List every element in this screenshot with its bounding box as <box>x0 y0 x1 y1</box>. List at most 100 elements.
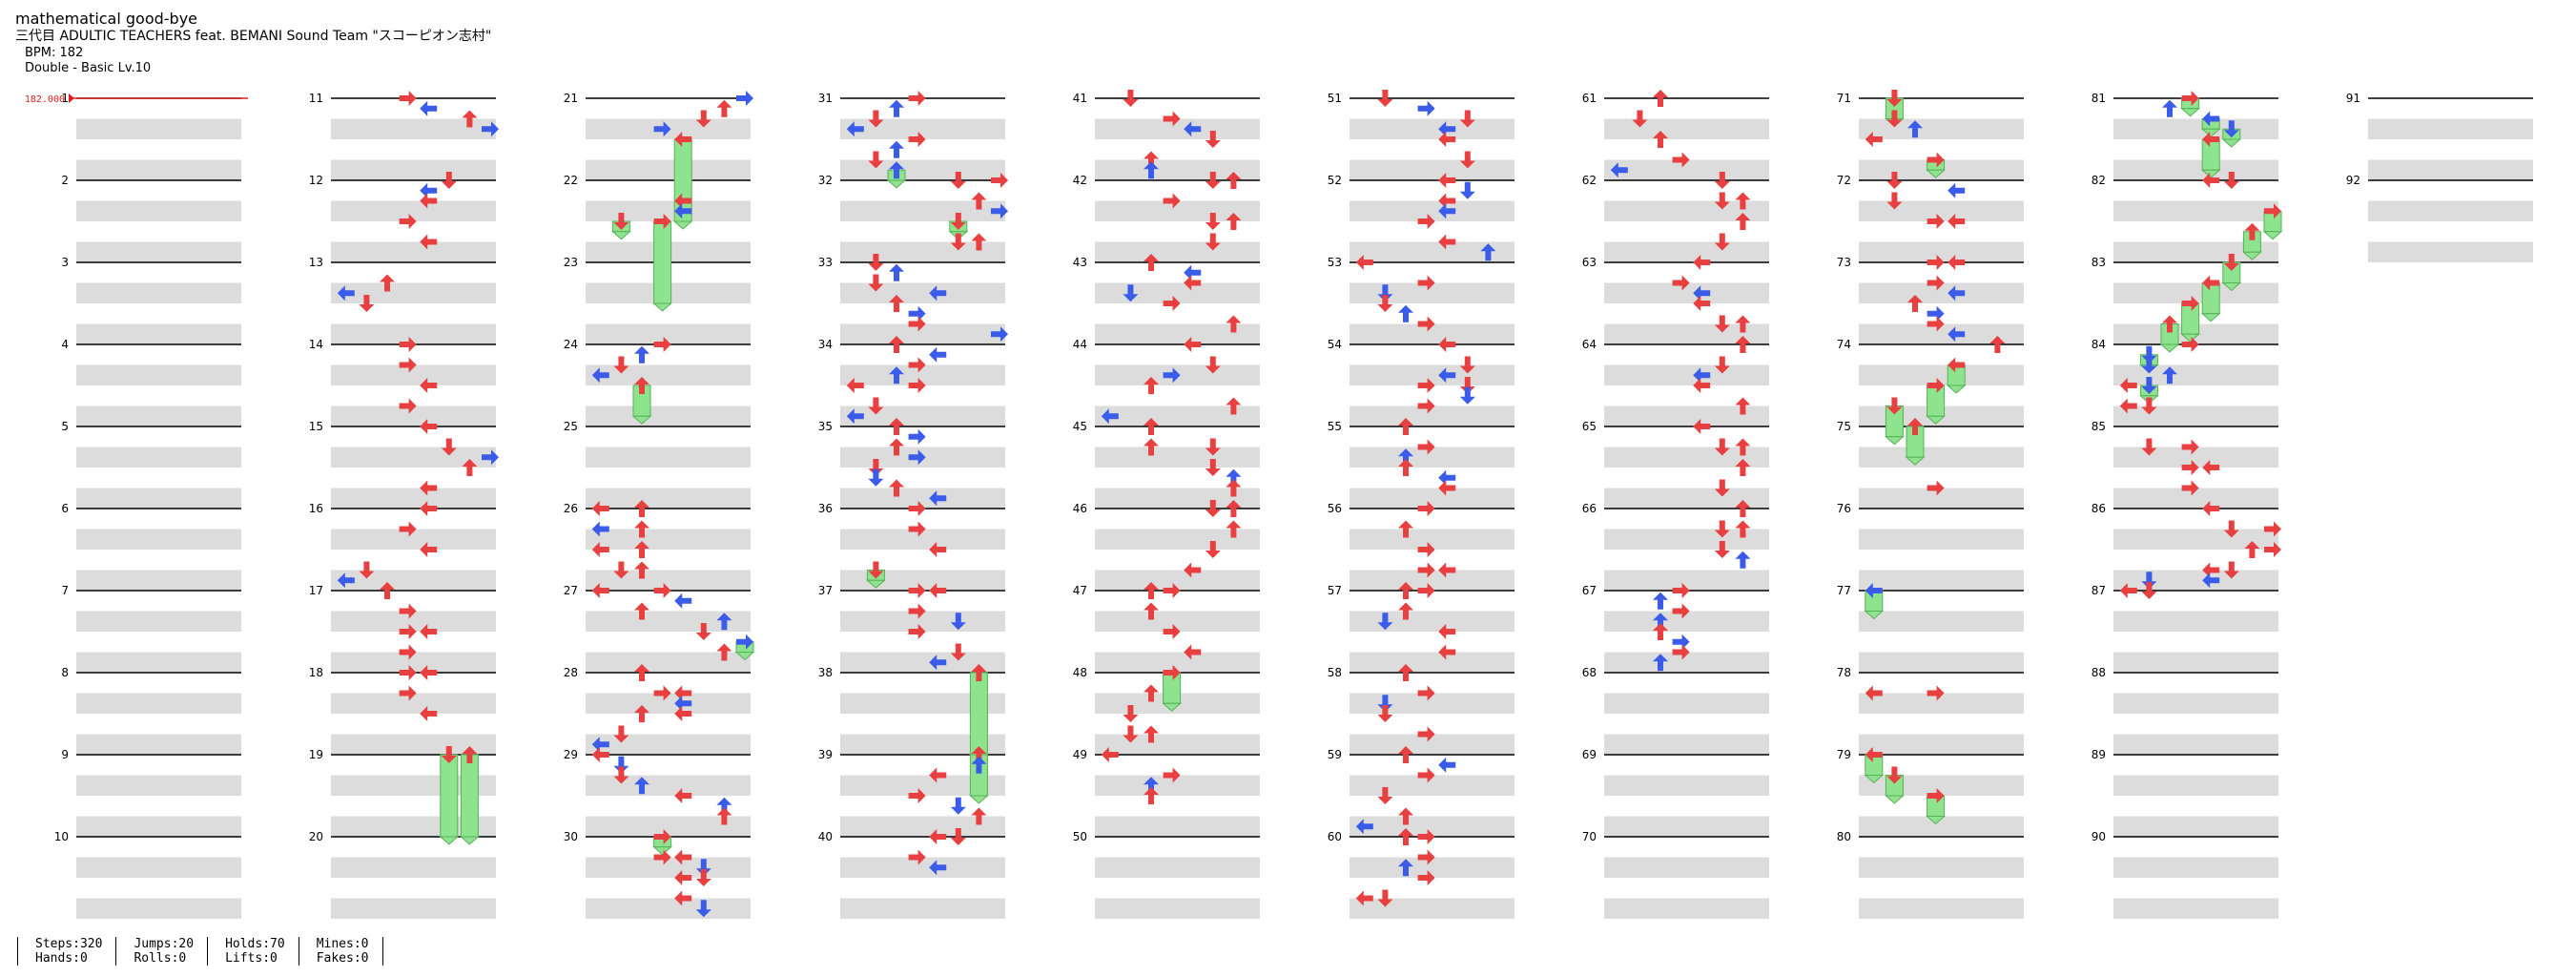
beat-shade <box>2113 611 2278 632</box>
arrow-note-icon <box>420 501 438 516</box>
beat-shade <box>840 857 1005 878</box>
arrow-note-icon <box>1398 448 1413 467</box>
arrow-note-icon <box>2181 296 2199 311</box>
beat-shade <box>586 200 751 221</box>
beat-shade <box>76 857 241 878</box>
arrow-note-icon <box>1355 255 1373 270</box>
beat-shade <box>331 159 496 180</box>
measure-number: 77 <box>1837 584 1851 597</box>
measure-number: 69 <box>1582 748 1597 761</box>
arrow-note-icon <box>1438 337 1456 352</box>
arrow-note-icon <box>2141 438 2157 456</box>
arrow-note-icon <box>674 706 692 721</box>
beat-shade <box>331 529 496 550</box>
arrow-note-icon <box>399 665 417 680</box>
arrow-note-icon <box>2181 91 2199 106</box>
arrow-note-icon <box>1398 807 1413 825</box>
arrow-note-icon <box>1163 193 1181 209</box>
arrow-note-icon <box>1610 162 1628 178</box>
beat-shade <box>840 200 1005 221</box>
arrow-note-icon <box>991 173 1008 188</box>
arrow-note-icon <box>1417 275 1435 291</box>
arrow-note-icon <box>1417 767 1435 783</box>
measure-number: 60 <box>1328 830 1342 843</box>
arrow-note-icon <box>736 634 753 650</box>
beat-shade <box>840 405 1005 426</box>
arrow-note-icon <box>1907 295 1923 312</box>
beat-shade <box>331 652 496 673</box>
beat-shade <box>840 775 1005 796</box>
arrow-note-icon <box>634 777 649 795</box>
arrow-note-icon <box>929 490 947 507</box>
arrow-note-icon <box>613 213 629 230</box>
arrow-note-icon <box>1735 315 1751 333</box>
measure-number: 62 <box>1582 174 1597 187</box>
measure-number: 59 <box>1328 748 1342 761</box>
arrow-note-icon <box>1417 316 1435 332</box>
measure-number: 5 <box>61 420 69 433</box>
beat-shade <box>1095 611 1260 632</box>
arrow-note-icon <box>2141 377 2157 394</box>
arrow-note-icon <box>1693 378 1711 393</box>
arrow-note-icon <box>2223 172 2239 189</box>
arrow-note-icon <box>908 357 926 373</box>
beat-shade <box>840 693 1005 714</box>
beat-shade <box>1859 488 2024 509</box>
arrow-note-icon <box>1377 787 1393 804</box>
arrow-note-icon <box>889 336 904 353</box>
arrow-note-icon <box>908 603 926 619</box>
measure-number: 58 <box>1328 666 1342 679</box>
beat-shade <box>2368 200 2533 221</box>
beat-shade <box>1859 323 2024 344</box>
beat-shade <box>840 570 1005 591</box>
arrow-note-icon <box>1459 386 1475 405</box>
arrow-note-icon <box>634 377 649 394</box>
beat-shade <box>76 734 241 755</box>
arrow-note-icon <box>2223 561 2239 579</box>
hold-tail <box>2262 231 2283 240</box>
measure-number: 37 <box>818 584 833 597</box>
arrow-note-icon <box>908 378 926 393</box>
beat-shade <box>76 364 241 385</box>
beat-shade <box>586 488 751 509</box>
measure-number: 68 <box>1582 666 1597 679</box>
arrow-note-icon <box>1865 132 1883 147</box>
beat-shade <box>1604 282 1769 303</box>
arrow-note-icon <box>1693 255 1711 270</box>
arrow-note-icon <box>441 438 457 456</box>
arrow-note-icon <box>1735 500 1751 517</box>
beat-shade <box>586 570 751 591</box>
arrow-note-icon <box>441 746 457 763</box>
arrow-note-icon <box>1398 418 1413 435</box>
measure-number: 55 <box>1328 420 1342 433</box>
arrow-note-icon <box>1459 151 1475 169</box>
rolls-count: Rolls:0 <box>134 951 187 966</box>
beat-shade <box>1095 857 1260 878</box>
arrow-note-icon <box>1377 613 1393 631</box>
beat-shade <box>76 652 241 673</box>
arrow-note-icon <box>420 378 438 393</box>
beat-shade <box>1095 488 1260 509</box>
measure-number: 56 <box>1328 502 1342 515</box>
beat-shade <box>586 405 751 426</box>
arrow-note-icon <box>889 99 904 117</box>
arrow-note-icon <box>1927 480 1945 496</box>
beat-shade <box>586 323 751 344</box>
arrow-note-icon <box>337 572 355 589</box>
beat-shade <box>2113 241 2278 262</box>
arrow-note-icon <box>868 459 884 476</box>
arrow-note-icon <box>2202 275 2220 291</box>
song-header: mathematical good-bye 三代目 ADULTIC TEACHE… <box>15 10 491 76</box>
arrow-note-icon <box>889 161 904 179</box>
arrow-note-icon <box>1438 121 1456 137</box>
arrow-note-icon <box>1907 418 1923 435</box>
arrow-note-icon <box>1226 479 1242 497</box>
arrow-note-icon <box>399 644 417 660</box>
arrow-note-icon <box>1672 275 1690 291</box>
arrow-note-icon <box>868 561 884 579</box>
holds-count: Holds:70 <box>225 937 285 951</box>
arrow-note-icon <box>653 829 671 844</box>
arrow-note-icon <box>1947 285 1966 301</box>
beat-shade <box>1350 816 1515 837</box>
beat-shade <box>1350 364 1515 385</box>
